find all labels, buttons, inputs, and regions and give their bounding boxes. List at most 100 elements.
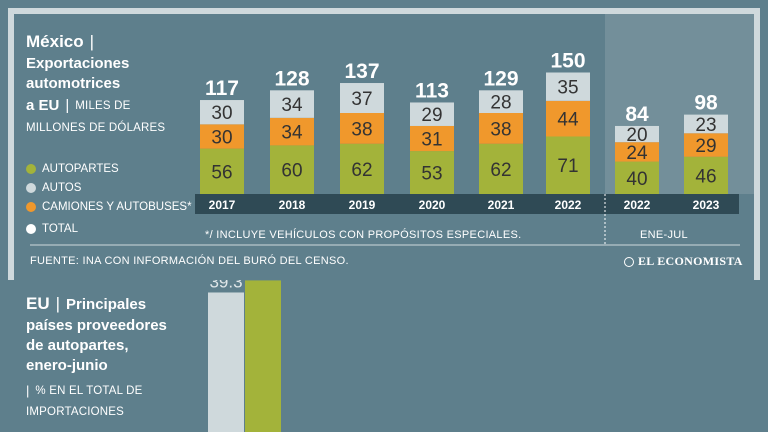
segment-value-label: 28 [490,93,511,114]
top-panel: México | Exportaciones automotrices a EU… [8,8,760,280]
legend-camiones-swatch [26,202,36,212]
axis-band [195,194,739,214]
x-tick-label: 2019 [349,198,376,212]
segment-value-label: 34 [281,95,303,116]
title-line-2: automotrices [26,75,121,92]
bar-segment [546,100,590,137]
segment-value-label: 53 [421,164,442,185]
legend-autos-swatch [26,183,36,193]
segment-value-label: 60 [281,161,302,182]
segment-value-label: 30 [211,127,232,148]
segment-value-label: 40 [626,169,647,190]
second-unit-row-1: | % EN EL TOTAL DE [26,383,143,398]
total-label: 150 [550,50,585,73]
separator-bar: | [65,97,70,114]
bar-segment [410,102,454,126]
segment-value-label: 30 [211,103,232,124]
bar-segment [479,143,523,194]
bar-segment [270,145,314,194]
x-tick-label: 2017 [209,198,236,212]
second-title-line-1: Principales [66,295,147,313]
x-tick-label: 2018 [279,198,306,212]
legend-autopartes-label: AUTOPARTES [42,163,119,175]
segment-value-label: 44 [557,110,579,131]
header-country-row: México | [26,32,100,52]
segment-value-label: 31 [421,130,442,151]
second-title-row: EU | Principales [26,294,146,314]
bar-segment [684,114,728,134]
exports-stacked-chart: 56 30 30 117 2017 60 34 34 128 2018 62 38 37 137 2019 5… [200,50,728,212]
x-tick-label: 2021 [488,198,515,212]
legend-autos-label: AUTOS [42,182,82,194]
legend-autopartes: AUTOPARTES [26,163,119,175]
bar-segment [270,90,314,118]
x-tick-label: 2022 [624,198,651,212]
segment-value-label: 46 [695,166,716,187]
title-line-1: Exportaciones [26,55,130,72]
total-label: 113 [415,79,449,102]
segment-value-label: 20 [626,125,647,146]
unit-line-1: MILES DE [75,99,131,112]
title-line-3: a EU [26,97,60,114]
segment-value-label: 24 [626,143,648,164]
bar-segment [410,151,454,194]
brand-logo: EL ECONOMISTA [624,254,743,269]
segment-value-label: 35 [557,78,578,99]
legend-total: TOTAL [26,223,78,235]
bar-segment [479,90,523,113]
bar-segment [340,113,384,144]
segment-value-label: 29 [695,136,716,157]
country-label: México [26,32,84,51]
second-title-line-3: de autopartes, [26,337,129,354]
separator-bar: | [26,383,30,398]
supplier-value-label: 39.3 [209,280,242,291]
separator-bar: | [55,294,61,313]
segment-value-label: 62 [490,160,511,181]
legend-total-swatch [26,224,36,234]
segment-value-label: 23 [695,115,716,136]
total-label: 117 [205,77,239,100]
total-label: 137 [344,60,379,83]
segment-value-label: 29 [421,105,442,126]
bar-segment [200,124,244,149]
bar-segment [340,143,384,194]
bar-segment [340,83,384,113]
segment-value-label: 71 [557,156,578,177]
segment-value-label: 34 [281,123,303,144]
bar-segment [479,113,523,144]
bar-segment [684,156,728,194]
bar-segment [546,136,590,194]
suppliers-bar-chart: 39.342.7 [208,280,291,432]
second-title-line-4: enero-junio [26,357,108,374]
total-label: 84 [625,103,649,126]
total-label: 98 [694,92,718,115]
brand-name: EL ECONOMISTA [638,254,743,268]
bar-segment [270,117,314,146]
bar-segment [615,142,659,162]
brand-icon [624,256,634,267]
x-tick-label: 2023 [693,198,720,212]
bar-segment [615,125,659,143]
bottom-panel: EU | Principales países proveedores de a… [0,280,768,432]
segment-value-label: 38 [351,119,372,140]
source-text: FUENTE: INA CON INFORMACIÓN DEL BURÓ DEL… [30,255,349,267]
second-country-label: EU [26,294,50,313]
legend-camiones: CAMIONES Y AUTOBUSES* [26,201,192,213]
legend-camiones-label: CAMIONES Y AUTOBUSES* [42,201,192,213]
segment-value-label: 38 [490,119,511,140]
segment-value-label: 37 [351,89,372,110]
segment-value-label: 62 [351,160,372,181]
title-line-3-row: a EU | MILES DE [26,96,131,115]
bar-segment [615,161,659,194]
unit-line-2: MILLONES DE DÓLARES [26,122,166,134]
period-label: ENE-JUL [640,229,688,241]
legend-autopartes-swatch [26,164,36,174]
total-label: 129 [483,67,518,90]
footnote: */ INCLUYE VEHÍCULOS CON PROPÓSITOS ESPE… [205,229,522,241]
x-tick-label: 2022 [555,198,582,212]
total-label: 128 [274,67,309,90]
legend-total-label: TOTAL [42,223,78,235]
bar-segment [200,148,244,194]
bar-segment [546,72,590,101]
second-unit-line-1: % EN EL TOTAL DE [35,384,143,397]
